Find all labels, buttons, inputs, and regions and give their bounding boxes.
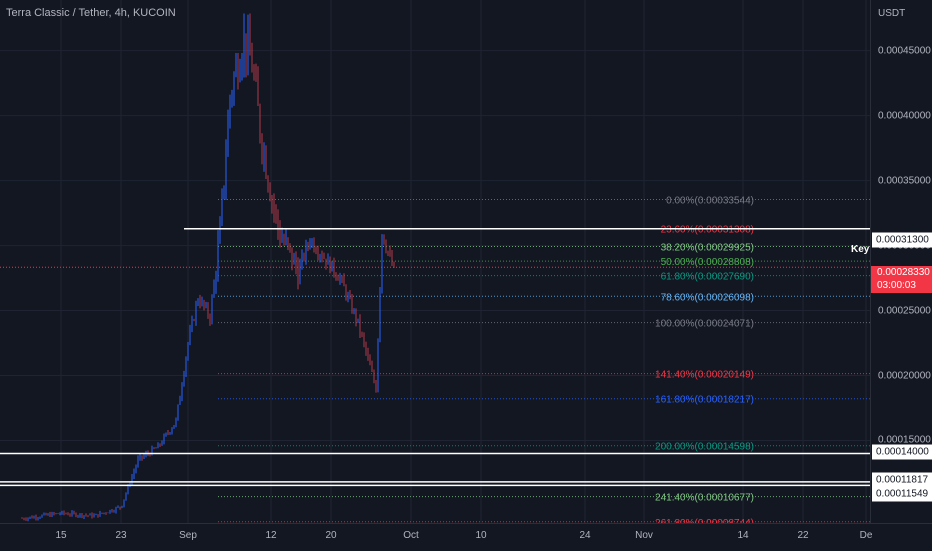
time-tick-label: Nov — [635, 530, 653, 541]
horizontal-line-price-label: 0.00011549 — [872, 486, 932, 502]
price-tick-label: 0.00045000 — [878, 45, 931, 57]
fib-level-label: 78.60%(0.00026098) — [661, 292, 754, 303]
horizontal-line-price-label: 0.00031300 — [872, 232, 932, 248]
fib-level-label: 141.40%(0.00020149) — [655, 370, 754, 381]
time-tick-label: Oct — [403, 530, 419, 541]
fib-level-label: 61.80%(0.00027690) — [661, 272, 754, 283]
axis-unit: USDT — [878, 8, 906, 19]
time-tick-label: Sep — [179, 530, 197, 541]
time-tick-label: 24 — [579, 530, 591, 541]
price-tick-label: 0.00020000 — [878, 370, 931, 382]
chart-area[interactable]: 0.00%(0.00033544) 23.60%(0.00031308) 38.20… — [0, 0, 870, 523]
fib-level-label: 200.00%(0.00014598) — [655, 442, 754, 453]
current-price-badge: 0.00028330 03:00:03 — [871, 266, 932, 293]
horizontal-line-price-label: 0.00014000 — [872, 444, 932, 460]
time-axis[interactable]: 15 23 Sep 12 20 Oct 10 24 Nov 14 22 De — [0, 523, 932, 551]
price-tick-label: 0.00035000 — [878, 175, 931, 187]
time-tick-label: 20 — [325, 530, 337, 541]
time-tick-label: 15 — [55, 530, 67, 541]
price-tick-label: 0.00015000 — [878, 434, 931, 446]
time-tick-label: 12 — [265, 530, 277, 541]
time-tick-label: 10 — [475, 530, 487, 541]
fib-level-label: 50.00%(0.00028808) — [661, 257, 754, 268]
bar-countdown: 03:00:03 — [877, 280, 916, 291]
price-chart[interactable]: 0.00%(0.00033544) 23.60%(0.00031308) 38.20… — [0, 0, 870, 523]
fib-level-label: 0.00%(0.00033544) — [666, 196, 754, 207]
price-axis[interactable]: USDT 0.00028330 03:00:03 0.00045000 0.000… — [870, 0, 932, 523]
horizontal-line-price-label: 0.00011817 — [872, 472, 932, 488]
fib-level-label: 261.80%(0.00008744) — [655, 518, 754, 523]
price-tick-label: 0.00040000 — [878, 110, 931, 122]
fib-level-label: 38.20%(0.00029925) — [661, 243, 754, 254]
fib-level-label: 241.40%(0.00010677) — [655, 493, 754, 504]
time-tick-label: 14 — [737, 530, 749, 541]
time-tick-label: 23 — [115, 530, 127, 541]
time-tick-label: 22 — [797, 530, 809, 541]
fib-level-label: 23.60%(0.00031308) — [661, 225, 754, 236]
time-tick-label: De — [859, 530, 873, 541]
fib-level-label: 100.00%(0.00024071) — [655, 319, 754, 330]
key-level-label: Key — [851, 244, 870, 255]
fib-level-label: 161.80%(0.00018217) — [655, 395, 754, 406]
chart-title: Terra Classic / Tether, 4h, KUCOIN — [6, 7, 176, 19]
price-tick-label: 0.00025000 — [878, 305, 931, 317]
current-price-value: 0.00028330 — [877, 267, 930, 278]
